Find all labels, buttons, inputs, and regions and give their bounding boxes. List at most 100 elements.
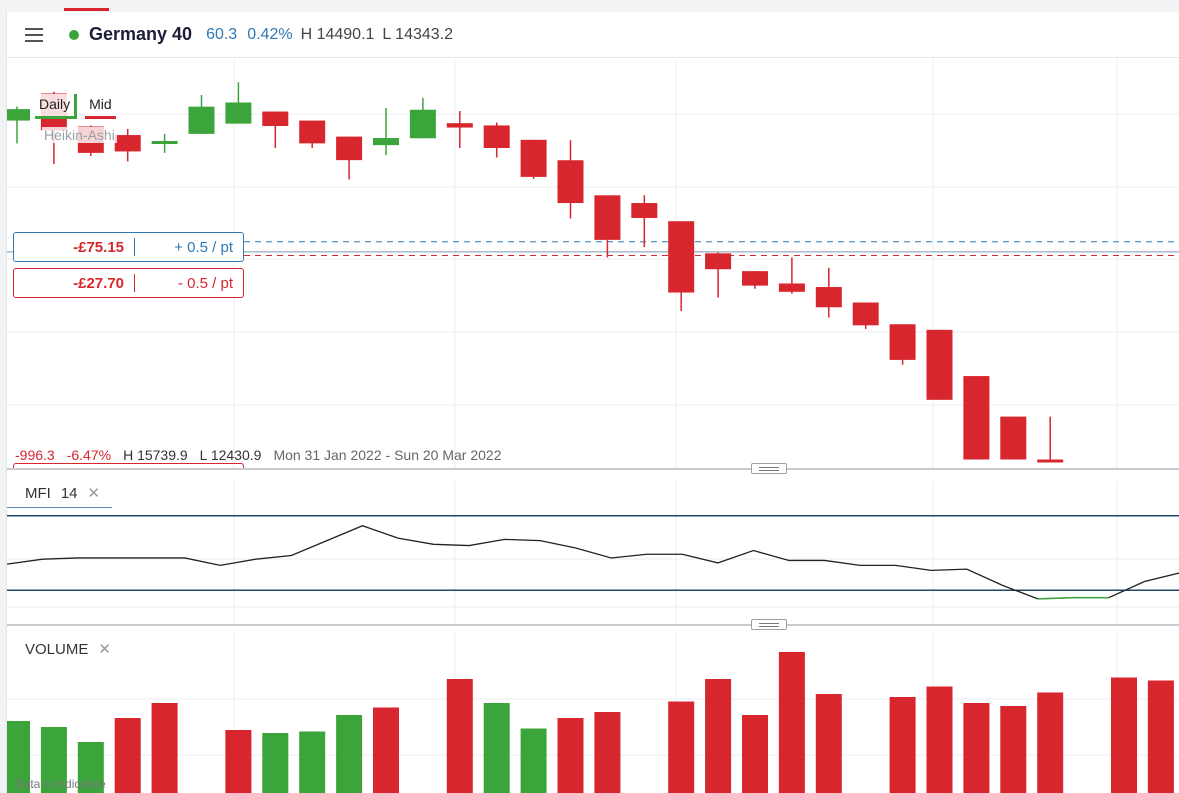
separator — [134, 238, 135, 256]
candle-body — [151, 141, 178, 144]
candle-body — [483, 125, 510, 149]
close-volume-icon[interactable]: ✕ — [98, 641, 111, 658]
candle-body — [446, 123, 473, 128]
candle-body — [262, 111, 289, 127]
market-status-dot — [69, 29, 79, 40]
candle-body — [1037, 459, 1064, 463]
chart-style-label[interactable]: Heikin-Ashi — [42, 127, 117, 143]
candle-body — [1000, 416, 1027, 460]
mfi-line — [7, 525, 1179, 600]
candle-body — [926, 329, 953, 400]
range-high: H 15739.9 — [123, 447, 188, 463]
candle-body — [336, 136, 363, 161]
volume-bar — [926, 686, 953, 793]
volume-bar — [668, 701, 695, 793]
range-dates: Mon 31 Jan 2022 - Sun 20 Mar 2022 — [273, 447, 502, 463]
price-change-pct: 0.42% — [247, 25, 293, 43]
chart-window: Germany 40 60.3 0.42% H 14490.1 L 14343.… — [6, 12, 1179, 793]
day-high: H 14490.1 — [300, 25, 375, 43]
separator — [134, 274, 135, 292]
candle-body — [815, 287, 842, 308]
price-mid-button[interactable]: Mid — [85, 94, 116, 119]
position-ticket-sell[interactable]: -£27.70 - 0.5 / pt — [13, 268, 244, 298]
resize-handle-icon[interactable] — [751, 619, 787, 630]
volume-bar — [336, 715, 363, 793]
candle-body — [631, 203, 658, 219]
data-disclaimer: Data is indicative — [15, 777, 106, 791]
day-low: L 14343.2 — [382, 25, 454, 43]
top-accent — [64, 8, 109, 11]
volume-bar — [483, 703, 510, 793]
position-pl: -£27.70 — [73, 274, 124, 292]
mfi-name: MFI — [25, 484, 51, 502]
volume-bar — [373, 707, 399, 793]
position-pl: -£75.15 — [73, 238, 124, 256]
volume-bar — [151, 703, 178, 793]
position-ticket-buy[interactable]: -£75.15 + 0.5 / pt — [13, 232, 244, 262]
volume-bar — [225, 730, 252, 793]
period-daily-button[interactable]: Daily — [35, 94, 78, 119]
candlestick-chart[interactable] — [7, 59, 1179, 469]
period-toggle[interactable]: Daily Mid — [35, 94, 116, 119]
volume-bar — [446, 679, 473, 793]
mfi-period[interactable]: 14 — [60, 484, 78, 502]
position-size: + 0.5 / pt — [174, 238, 233, 256]
candle-body — [852, 302, 879, 326]
candle-body — [778, 283, 805, 292]
volume-bar — [557, 718, 584, 793]
candle-body — [742, 271, 768, 286]
price-change: 60.3 — [206, 25, 238, 43]
candle-body — [299, 120, 326, 144]
candle-body — [963, 376, 990, 460]
range-change-pct: -6.47% — [66, 447, 112, 463]
hamburger-menu-icon[interactable] — [25, 24, 47, 46]
mfi-label-underline — [7, 507, 112, 508]
range-low: L 12430.9 — [199, 447, 262, 463]
panel-divider[interactable] — [7, 468, 1179, 470]
volume-bar — [114, 718, 141, 793]
candle-body — [594, 195, 621, 240]
candle-body — [889, 324, 916, 360]
volume-bar — [7, 721, 30, 793]
candle-body — [114, 135, 141, 152]
candle-body — [705, 253, 732, 270]
candle-body — [557, 160, 584, 204]
candle-body — [409, 109, 436, 139]
candle-body — [7, 109, 30, 121]
instrument-name[interactable]: Germany 40 — [89, 24, 193, 44]
volume-bar — [778, 652, 805, 793]
volume-indicator-label: VOLUME ✕ — [21, 640, 115, 658]
volume-bar — [299, 731, 326, 793]
range-underline — [13, 463, 244, 469]
mfi-indicator-label: MFI 14 ✕ — [21, 484, 105, 502]
candle-body — [520, 139, 547, 177]
volume-bar — [705, 679, 732, 793]
volume-bar — [815, 694, 842, 793]
resize-handle-icon[interactable] — [751, 463, 787, 474]
volume-bar — [1147, 680, 1174, 793]
volume-bar — [1111, 677, 1137, 793]
volume-bar — [40, 727, 67, 793]
instrument-header: Germany 40 60.3 0.42% H 14490.1 L 14343.… — [7, 12, 1179, 58]
volume-bar — [742, 715, 768, 793]
volume-bar — [520, 728, 547, 793]
panel-divider[interactable] — [7, 624, 1179, 626]
volume-panel[interactable] — [7, 633, 1179, 793]
range-change: -996.3 — [15, 447, 55, 463]
volume-name: VOLUME — [25, 640, 89, 658]
mfi-panel[interactable] — [7, 481, 1179, 625]
volume-chart[interactable] — [7, 633, 1179, 793]
volume-bar — [594, 712, 621, 793]
mfi-oversold-segment — [1037, 596, 1074, 600]
range-stats: -996.3 -6.47% H 15739.9 L 12430.9 Mon 31… — [15, 447, 501, 463]
candle-body — [188, 106, 215, 134]
candle-body — [373, 138, 399, 146]
volume-bar — [1000, 706, 1027, 793]
mfi-chart[interactable] — [7, 481, 1179, 625]
volume-bar — [963, 703, 990, 793]
close-mfi-icon[interactable]: ✕ — [87, 485, 101, 502]
position-size: - 0.5 / pt — [177, 274, 233, 292]
volume-bar — [1037, 692, 1064, 793]
price-chart-panel[interactable] — [7, 59, 1179, 469]
volume-bar — [77, 742, 104, 793]
